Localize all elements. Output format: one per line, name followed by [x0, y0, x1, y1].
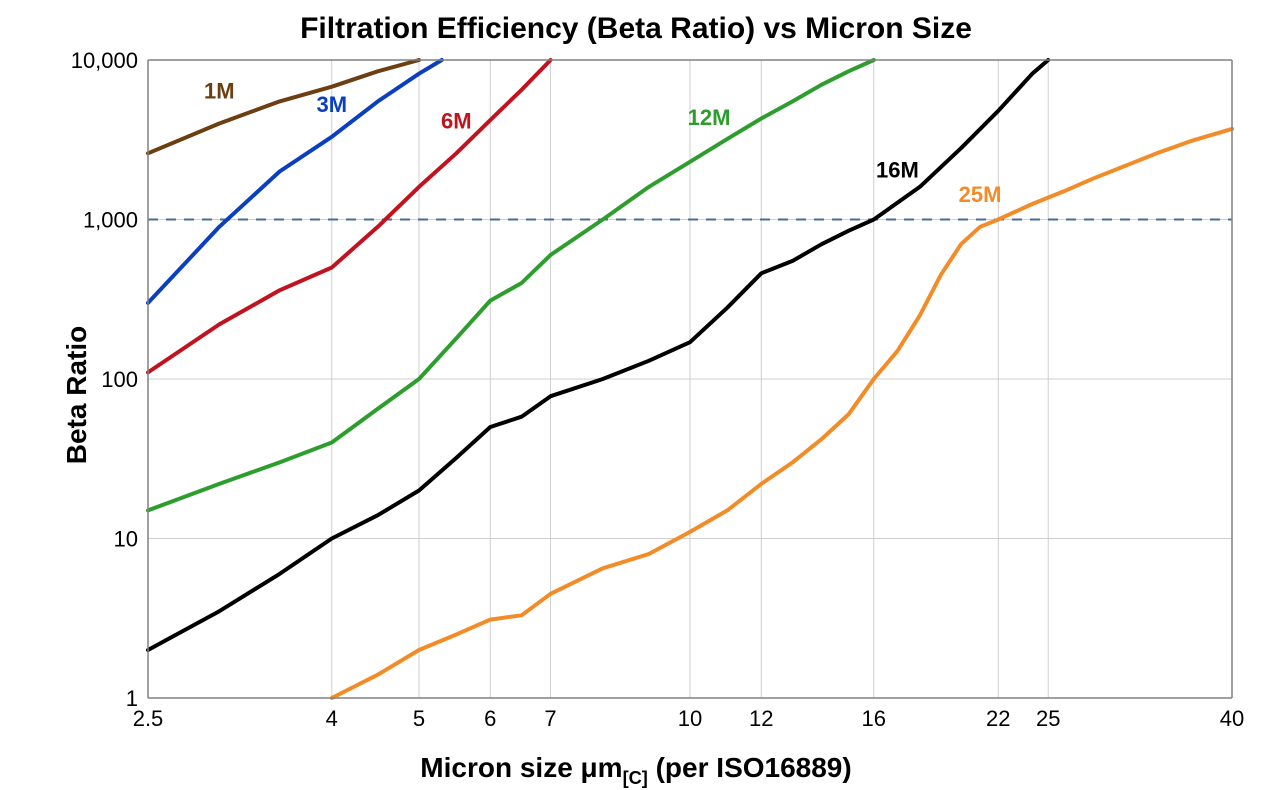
x-tick-label: 16: [862, 706, 886, 731]
y-tick-label: 10,000: [71, 48, 138, 73]
series-line-12m: [148, 60, 874, 510]
x-tick-labels: 2.54567101216222540: [133, 706, 1245, 731]
y-tick-labels: 1 10 100 1,000 10,000: [71, 48, 138, 711]
series-label-6m: 6M: [441, 108, 472, 133]
y-tick-label: 1,000: [83, 208, 138, 233]
series-label-3m: 3M: [316, 92, 347, 117]
x-tick-label: 5: [413, 706, 425, 731]
x-tick-label: 10: [678, 706, 702, 731]
x-tick-label: 40: [1220, 706, 1244, 731]
series-label-12m: 12M: [688, 105, 731, 130]
series-line-16m: [148, 60, 1048, 650]
y-tick-label: 100: [101, 367, 138, 392]
series-label-16m: 16M: [876, 158, 919, 183]
y-tick-label: 1: [126, 686, 138, 711]
series-label-25m: 25M: [959, 182, 1002, 207]
grid-lines: [148, 60, 1232, 698]
x-tick-label: 22: [986, 706, 1010, 731]
x-tick-label: 25: [1036, 706, 1060, 731]
x-tick-label: 7: [544, 706, 556, 731]
filtration-chart: Filtration Efficiency (Beta Ratio) vs Mi…: [0, 0, 1272, 790]
x-tick-label: 4: [326, 706, 338, 731]
series-line-1m: [148, 60, 419, 153]
y-tick-label: 10: [114, 527, 138, 552]
series-label-1m: 1M: [204, 78, 235, 103]
plot-svg: 1M3M6M12M16M25M 2.54567101216222540 1101…: [0, 0, 1272, 790]
x-tick-label: 6: [484, 706, 496, 731]
x-tick-label: 12: [749, 706, 773, 731]
series-line-25m: [332, 129, 1232, 698]
